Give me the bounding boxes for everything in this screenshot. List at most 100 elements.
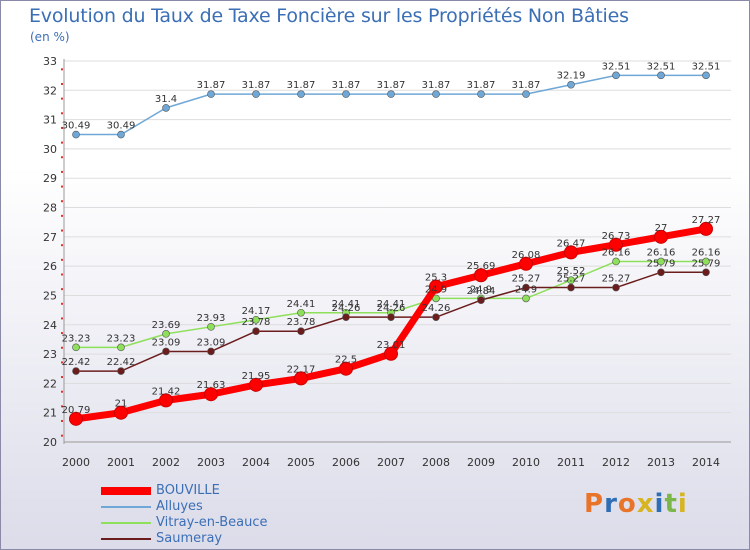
data-label: 23.93	[197, 313, 226, 324]
data-label: 23.23	[62, 333, 91, 344]
data-label: 32.51	[647, 61, 676, 72]
data-label: 22.42	[107, 357, 136, 368]
data-label: 26.47	[557, 238, 586, 249]
data-label: 31.87	[197, 80, 226, 91]
data-point	[339, 361, 353, 376]
data-label: 26.08	[512, 250, 541, 261]
data-point	[384, 346, 398, 361]
y-tick-label: 28	[43, 202, 57, 215]
data-point	[657, 257, 665, 266]
data-point	[162, 347, 170, 356]
data-label: 26.16	[647, 247, 676, 258]
chart-title: Evolution du Taux de Taxe Foncière sur l…	[29, 5, 629, 27]
y-tick-label: 23	[43, 348, 57, 361]
y-tick-label: 27	[43, 231, 57, 244]
data-point	[612, 71, 620, 80]
logo-letter: x	[636, 489, 655, 519]
y-tick-label: 21	[43, 407, 57, 420]
data-point	[114, 405, 128, 420]
data-point	[162, 330, 170, 338]
data-point	[342, 313, 350, 321]
y-tick-label: 32	[43, 84, 57, 97]
legend-label: Alluyes	[156, 499, 203, 514]
data-point	[159, 393, 173, 408]
data-label: 31.87	[422, 80, 451, 91]
data-label: 23.23	[107, 333, 136, 344]
data-point	[567, 283, 575, 292]
data-point	[297, 308, 305, 317]
logo-letter: i	[677, 489, 688, 519]
data-point	[342, 90, 350, 98]
data-label: 24.17	[242, 306, 271, 317]
data-label: 31.87	[377, 80, 406, 91]
data-label: 22.5	[335, 355, 357, 366]
legend-label: Saumeray	[156, 531, 223, 546]
logo-letter: o	[617, 489, 637, 519]
data-label: 32.51	[602, 61, 631, 72]
data-point	[522, 90, 530, 98]
legend-label: Vitray-en-Beauce	[156, 515, 268, 530]
data-point	[72, 343, 80, 352]
data-point	[702, 71, 710, 80]
data-point	[117, 130, 125, 139]
data-label: 24.26	[377, 303, 406, 314]
x-tick-label: 2010	[512, 456, 540, 469]
data-label: 31.87	[467, 80, 496, 91]
data-point	[207, 347, 215, 356]
data-label: 25.3	[425, 273, 447, 284]
legend-swatch	[101, 506, 151, 508]
data-point	[477, 296, 485, 304]
data-label: 27	[655, 223, 668, 234]
x-tick-label: 2013	[647, 456, 675, 469]
x-tick-label: 2009	[467, 456, 495, 469]
data-label: 24.41	[287, 299, 316, 310]
data-label: 26.16	[692, 247, 721, 258]
data-point	[249, 377, 263, 392]
data-label: 24.9	[515, 284, 537, 295]
logo-letter: t	[664, 489, 678, 519]
data-label: 30.49	[107, 121, 136, 132]
data-label: 25.69	[467, 261, 496, 272]
data-label: 32.51	[692, 61, 721, 72]
data-label: 26.16	[602, 247, 631, 258]
data-point	[432, 90, 440, 98]
data-point	[522, 283, 530, 292]
data-point	[522, 294, 530, 303]
data-point	[387, 313, 395, 321]
data-point	[117, 343, 125, 352]
data-label: 31.4	[155, 94, 177, 105]
x-tick-label: 2005	[287, 456, 315, 469]
data-point	[252, 315, 260, 324]
y-tick-label: 25	[43, 289, 57, 302]
y-tick-label: 20	[43, 436, 57, 449]
data-point	[294, 371, 308, 386]
data-label: 25.52	[557, 266, 586, 277]
data-point	[204, 387, 218, 402]
data-point	[207, 323, 215, 331]
data-label: 24.84	[467, 286, 496, 297]
logo-letter: P	[584, 489, 605, 519]
data-label: 23.69	[152, 320, 181, 331]
data-label: 31.87	[287, 80, 316, 91]
x-tick-label: 2002	[152, 456, 180, 469]
data-point	[657, 268, 665, 277]
data-point	[567, 80, 575, 89]
x-tick-label: 2014	[692, 456, 720, 469]
data-point	[297, 327, 305, 336]
y-tick-label: 31	[43, 114, 57, 127]
data-point	[72, 367, 80, 375]
data-point	[432, 294, 440, 303]
legend-label: BOUVILLE	[156, 483, 220, 498]
data-point	[72, 130, 80, 139]
data-label: 24.26	[422, 303, 451, 314]
data-point	[432, 313, 440, 321]
logo-letter: i	[654, 489, 665, 519]
data-label: 21.42	[152, 386, 181, 397]
data-label: 21.63	[197, 380, 226, 391]
x-tick-label: 2003	[197, 456, 225, 469]
y-tick-label: 33	[43, 55, 57, 68]
data-label: 21	[115, 399, 128, 410]
data-point	[387, 90, 395, 98]
